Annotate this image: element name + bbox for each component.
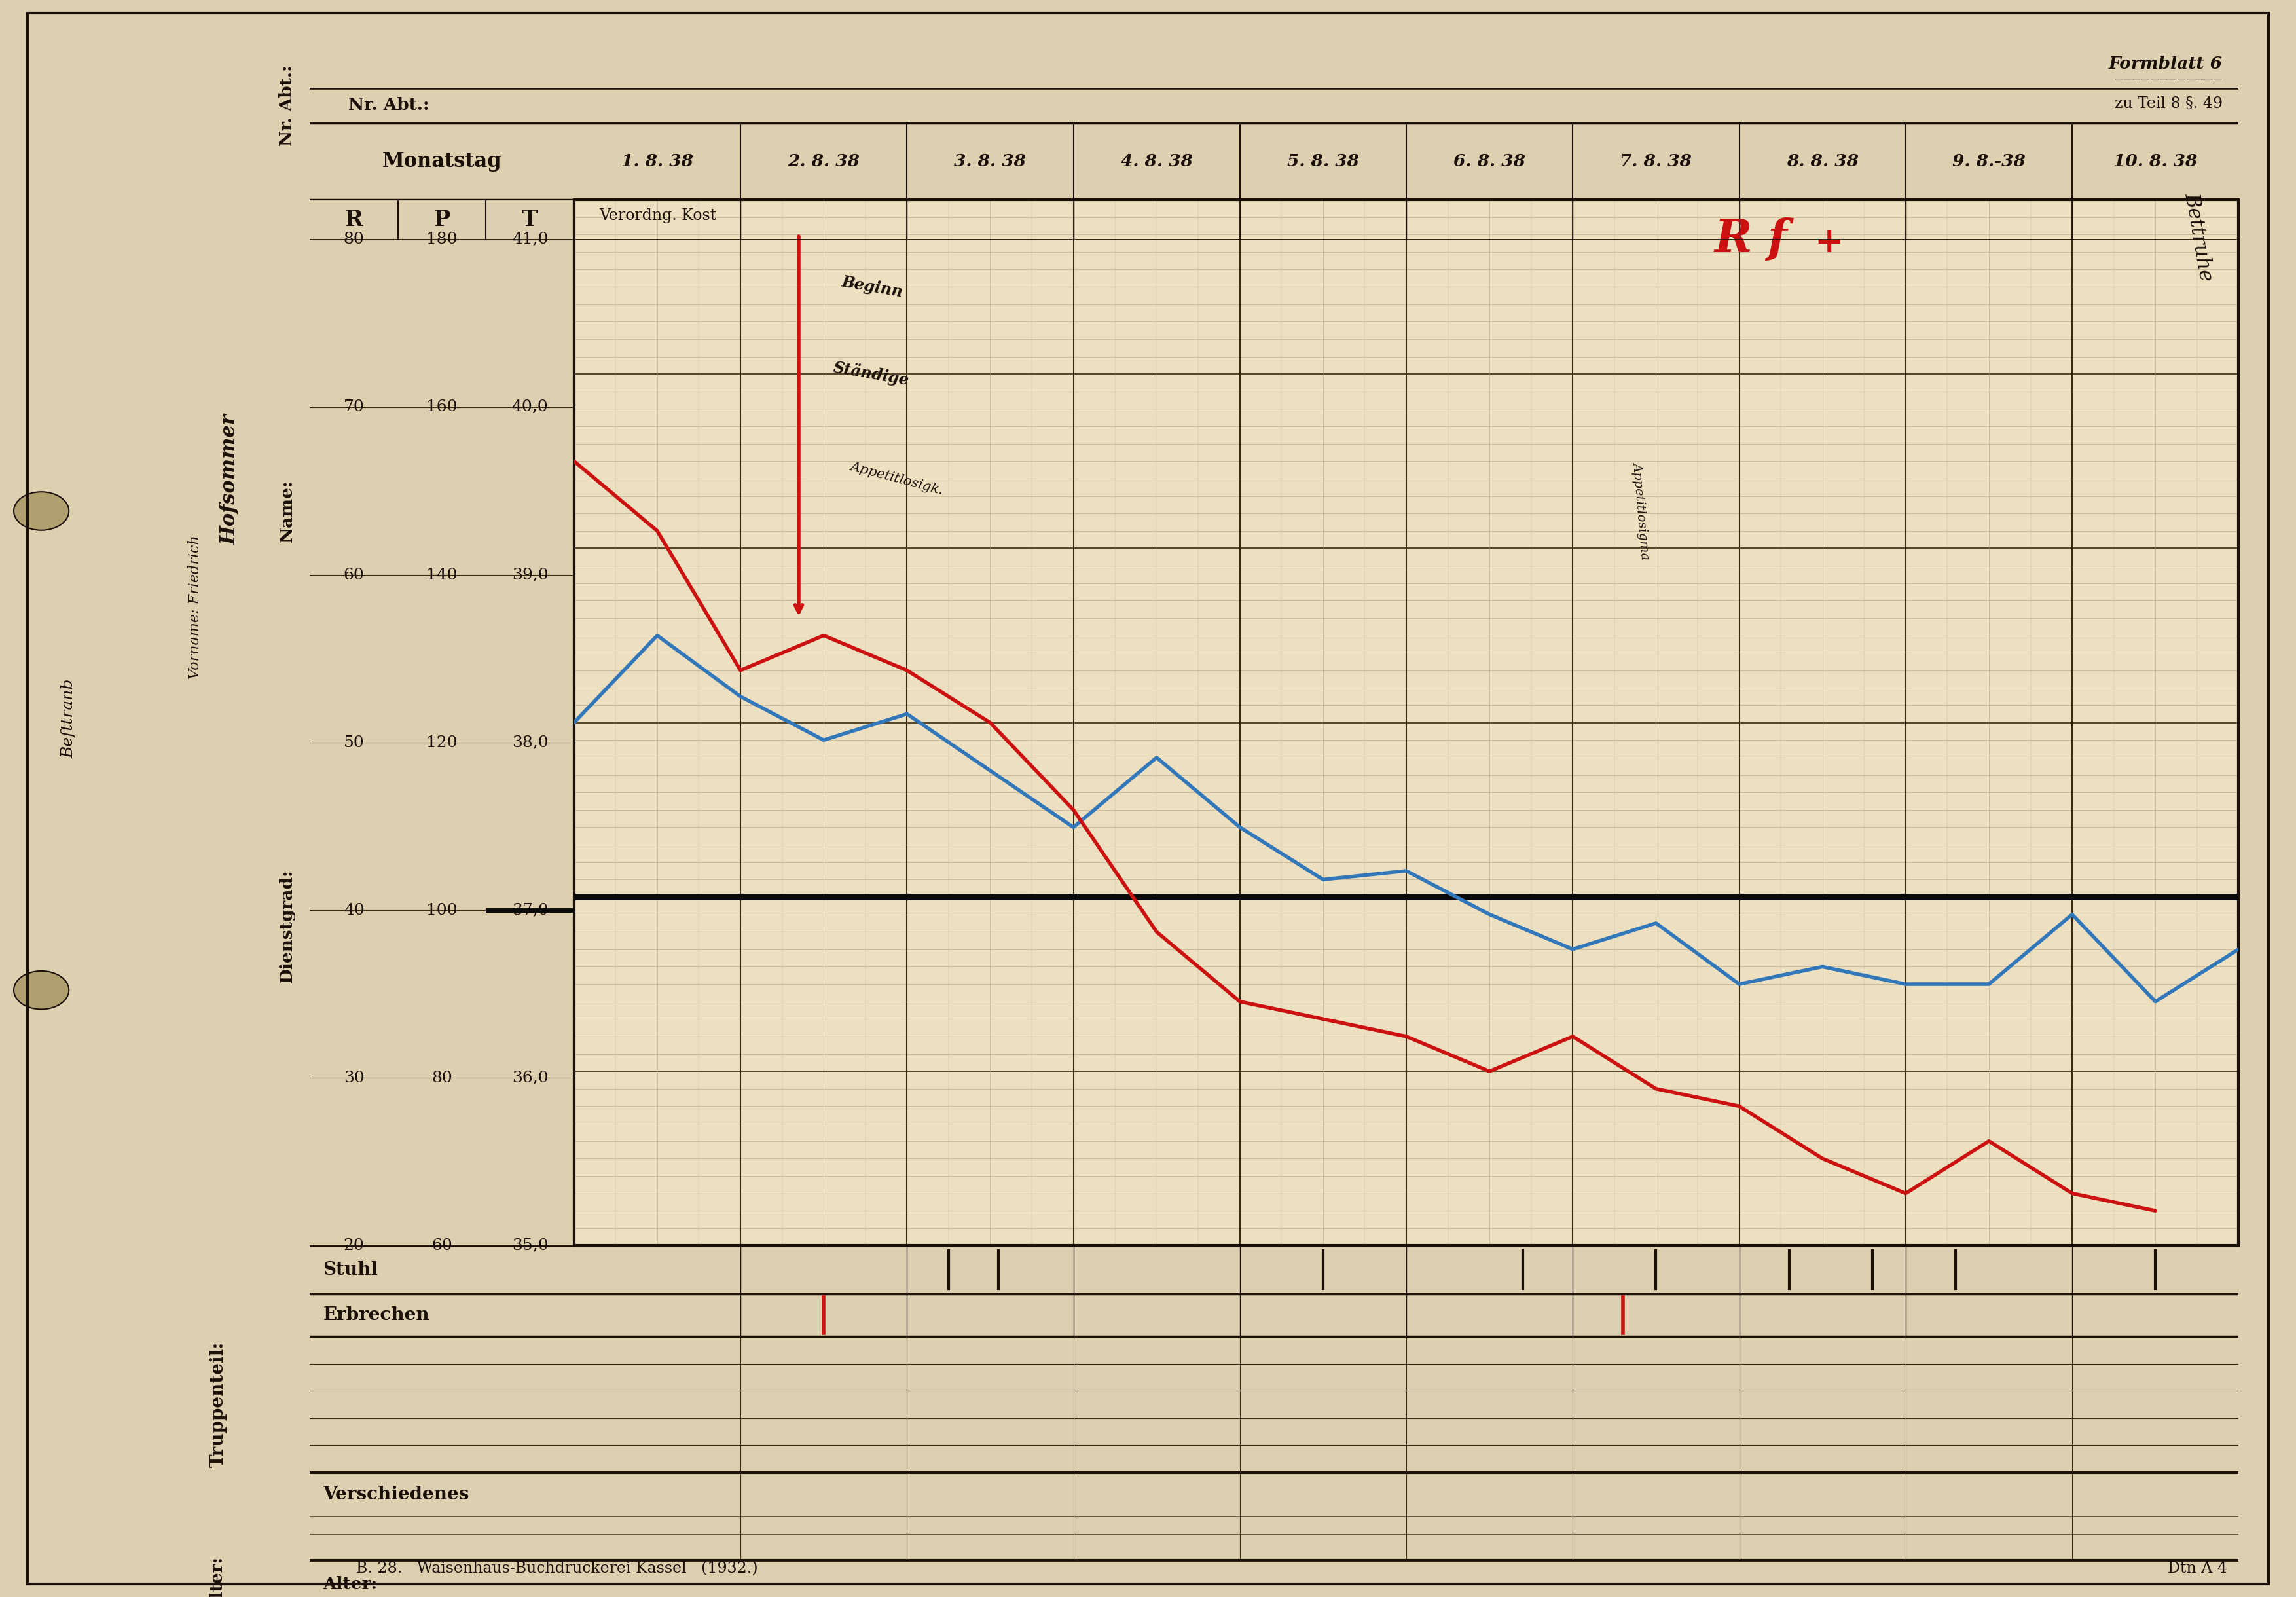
Text: Hofsommer: Hofsommer — [220, 414, 239, 545]
Text: T: T — [521, 209, 537, 230]
Text: P: P — [434, 209, 450, 230]
Text: 4. 8. 38: 4. 8. 38 — [1120, 153, 1192, 169]
Text: Nr. Abt.:: Nr. Abt.: — [349, 97, 429, 113]
Text: Dtn A 4: Dtn A 4 — [2167, 1562, 2227, 1576]
Text: Monatstag: Monatstag — [381, 152, 503, 171]
Text: 120: 120 — [427, 735, 457, 751]
Text: 60: 60 — [432, 1238, 452, 1254]
Text: ————————————: ———————————— — [2115, 75, 2223, 85]
Text: 36,0: 36,0 — [512, 1070, 549, 1086]
Circle shape — [14, 492, 69, 530]
Text: 35,0: 35,0 — [512, 1238, 549, 1254]
Text: Nr. Abt.:: Nr. Abt.: — [278, 65, 296, 145]
Text: 8. 8. 38: 8. 8. 38 — [1786, 153, 1857, 169]
Text: Erbrechen: Erbrechen — [324, 1306, 429, 1324]
Text: 2. 8. 38: 2. 8. 38 — [788, 153, 859, 169]
Text: Stuhl: Stuhl — [324, 1260, 379, 1279]
Text: 80: 80 — [344, 232, 365, 248]
Text: 1. 8. 38: 1. 8. 38 — [622, 153, 693, 169]
Text: Ständige: Ständige — [831, 359, 912, 388]
Text: 7. 8. 38: 7. 8. 38 — [1621, 153, 1692, 169]
Text: Befttranb: Befttranb — [62, 679, 76, 759]
Text: Appetitlosigk.: Appetitlosigk. — [850, 460, 944, 497]
Text: zu Teil 8 §. 49: zu Teil 8 §. 49 — [2115, 96, 2223, 110]
Text: 60: 60 — [344, 567, 365, 583]
Circle shape — [14, 971, 69, 1009]
Text: 3. 8. 38: 3. 8. 38 — [955, 153, 1026, 169]
Text: Beginn: Beginn — [840, 273, 905, 300]
Text: Vorname: Friedrich: Vorname: Friedrich — [188, 535, 202, 679]
Text: 80: 80 — [432, 1070, 452, 1086]
Text: Verschiedenes: Verschiedenes — [324, 1485, 468, 1503]
Text: 5. 8. 38: 5. 8. 38 — [1288, 153, 1359, 169]
Text: 50: 50 — [344, 735, 365, 751]
Text: R: R — [344, 209, 363, 230]
Text: 140: 140 — [427, 567, 457, 583]
Text: Bettruhe: Bettruhe — [2181, 192, 2216, 283]
Text: 160: 160 — [427, 399, 457, 415]
Text: Formblatt 6: Formblatt 6 — [2108, 56, 2223, 72]
Text: 37,0: 37,0 — [512, 902, 549, 918]
Text: 100: 100 — [427, 902, 457, 918]
Text: 30: 30 — [344, 1070, 365, 1086]
Text: 41,0: 41,0 — [512, 232, 549, 248]
Text: Truppenteil:: Truppenteil: — [209, 1341, 227, 1468]
Text: 20: 20 — [344, 1238, 365, 1254]
Text: 6. 8. 38: 6. 8. 38 — [1453, 153, 1525, 169]
Text: Name:: Name: — [278, 479, 296, 543]
Text: 70: 70 — [344, 399, 365, 415]
Text: Alter:: Alter: — [209, 1557, 227, 1597]
Text: +: + — [1814, 225, 1844, 259]
Text: Alter:: Alter: — [324, 1576, 377, 1592]
Text: Appetitlosigma: Appetitlosigma — [1630, 462, 1651, 559]
Text: 180: 180 — [427, 232, 457, 248]
Text: Verordng. Kost: Verordng. Kost — [599, 208, 716, 224]
Text: 10. 8. 38: 10. 8. 38 — [2112, 153, 2197, 169]
Text: Dienstgrad:: Dienstgrad: — [278, 869, 296, 984]
Text: 39,0: 39,0 — [512, 567, 549, 583]
Text: 9. 8.-38: 9. 8.-38 — [1952, 153, 2025, 169]
Text: R f: R f — [1715, 217, 1789, 262]
Text: B. 28.   Waisenhaus-Buchdruckerei Kassel   (1932.): B. 28. Waisenhaus-Buchdruckerei Kassel (… — [356, 1562, 758, 1576]
Text: 38,0: 38,0 — [512, 735, 549, 751]
Text: 40,0: 40,0 — [512, 399, 549, 415]
Text: 40: 40 — [344, 902, 365, 918]
